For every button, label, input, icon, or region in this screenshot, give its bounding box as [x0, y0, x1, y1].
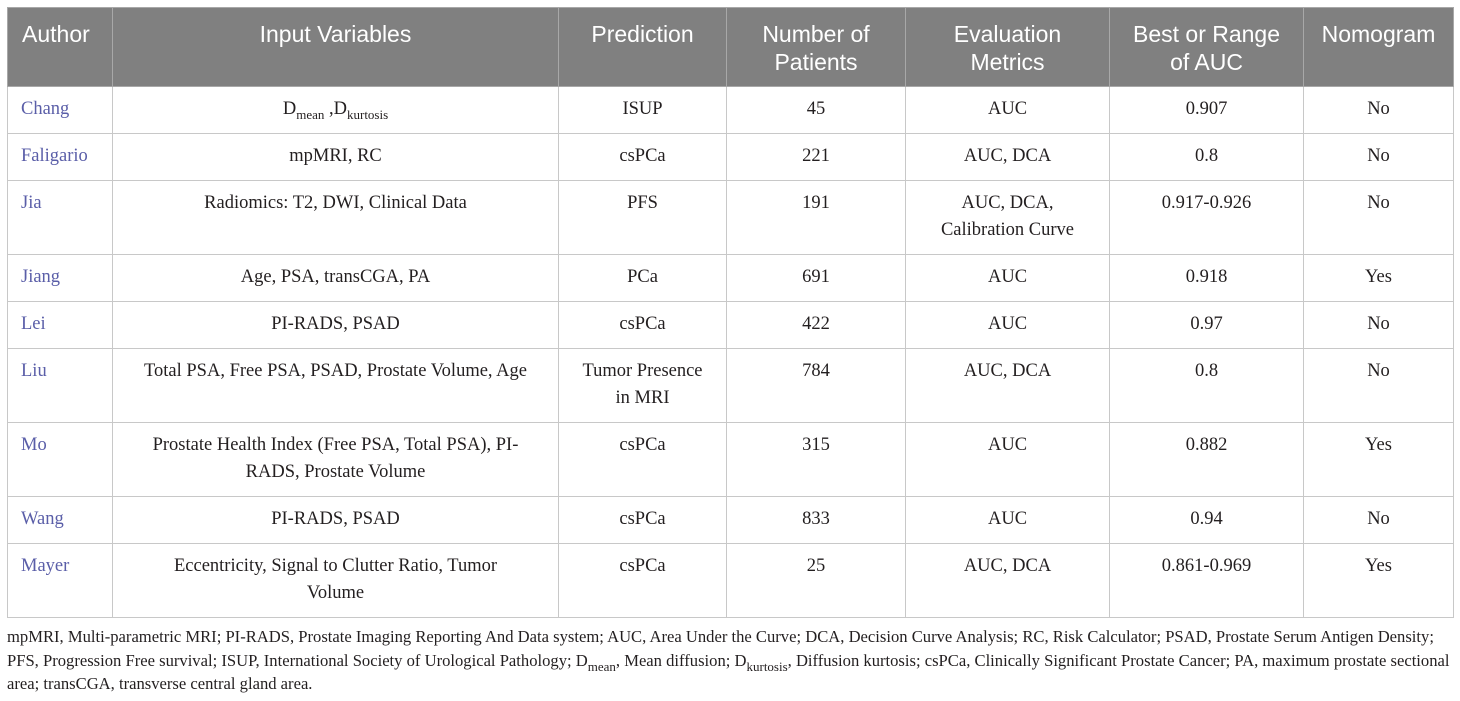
prediction-cell: csPCa: [558, 133, 727, 181]
auc-cell: 0.97: [1109, 301, 1304, 349]
table-row: Liu Total PSA, Free PSA, PSAD, Prostate …: [7, 348, 1454, 423]
patients-cell: 45: [726, 86, 906, 134]
nomogram-cell: Yes: [1303, 543, 1454, 618]
header-auc: Best or Range of AUC: [1109, 7, 1304, 87]
footnote-text-1: mpMRI, Multi-parametric MRI; PI-RADS, Pr…: [7, 627, 1434, 670]
nomogram-cell: No: [1303, 301, 1454, 349]
input-variables-cell: Eccentricity, Signal to Clutter Ratio, T…: [112, 543, 559, 618]
nomogram-cell: No: [1303, 133, 1454, 181]
nomogram-cell: No: [1303, 86, 1454, 134]
header-evaluation-metrics: Evaluation Metrics: [905, 7, 1110, 87]
table-body: Chang Dmean ,Dkurtosis ISUP 45 AUC 0.907…: [7, 86, 1454, 618]
author-cell[interactable]: Mayer: [7, 543, 113, 618]
nomogram-cell: No: [1303, 180, 1454, 255]
prediction-cell: csPCa: [558, 301, 727, 349]
prediction-cell: Tumor Presence in MRI: [558, 348, 727, 423]
table-footnote: mpMRI, Multi-parametric MRI; PI-RADS, Pr…: [7, 625, 1455, 696]
table-row: Mo Prostate Health Index (Free PSA, Tota…: [7, 422, 1454, 497]
input-variables-cell: Radiomics: T2, DWI, Clinical Data: [112, 180, 559, 255]
header-patients-line-1: Number of: [762, 21, 870, 47]
header-metrics-line-2: Metrics: [970, 49, 1045, 75]
prediction-cell: PFS: [558, 180, 727, 255]
patients-cell: 221: [726, 133, 906, 181]
auc-cell: 0.882: [1109, 422, 1304, 497]
metrics-cell: AUC: [905, 496, 1110, 544]
patients-cell: 784: [726, 348, 906, 423]
patients-cell: 833: [726, 496, 906, 544]
nomogram-cell: No: [1303, 496, 1454, 544]
footnote-text-2: , Mean diffusion; D: [615, 650, 747, 670]
author-cell[interactable]: Jia: [7, 180, 113, 255]
nomogram-cell: No: [1303, 348, 1454, 423]
nomogram-cell: Yes: [1303, 254, 1454, 302]
author-cell[interactable]: Jiang: [7, 254, 113, 302]
table-row: Chang Dmean ,Dkurtosis ISUP 45 AUC 0.907…: [7, 86, 1454, 134]
footnote-text-3: , Diffusion kurtosis; csPCa, Clinically …: [7, 650, 1450, 694]
footnote-sub-mean: mean: [587, 658, 616, 674]
author-cell[interactable]: Chang: [7, 86, 113, 134]
header-author: Author: [7, 7, 113, 87]
input-separator: ,: [324, 99, 334, 119]
table-row: Jiang Age, PSA, transCGA, PA PCa 691 AUC…: [7, 254, 1454, 302]
metrics-cell: AUC, DCA: [905, 543, 1110, 618]
patients-cell: 315: [726, 422, 906, 497]
table-header: Author Input Variables Prediction Number…: [7, 7, 1454, 87]
patients-cell: 691: [726, 254, 906, 302]
metrics-cell: AUC: [905, 254, 1110, 302]
header-input-variables: Input Variables: [112, 7, 559, 87]
auc-cell: 0.8: [1109, 348, 1304, 423]
prediction-cell: csPCa: [558, 422, 727, 497]
patients-cell: 191: [726, 180, 906, 255]
table-row: Jia Radiomics: T2, DWI, Clinical Data PF…: [7, 180, 1454, 255]
auc-cell: 0.94: [1109, 496, 1304, 544]
table-row: Mayer Eccentricity, Signal to Clutter Ra…: [7, 543, 1454, 618]
prediction-cell: csPCa: [558, 496, 727, 544]
auc-cell: 0.907: [1109, 86, 1304, 134]
author-cell[interactable]: Liu: [7, 348, 113, 423]
auc-cell: 0.8: [1109, 133, 1304, 181]
input-variables-cell: Total PSA, Free PSA, PSAD, Prostate Volu…: [112, 348, 559, 423]
prediction-cell: ISUP: [558, 86, 727, 134]
auc-cell: 0.861-0.969: [1109, 543, 1304, 618]
metrics-cell: AUC: [905, 301, 1110, 349]
table-row: Faligario mpMRI, RC csPCa 221 AUC, DCA 0…: [7, 133, 1454, 181]
patients-cell: 422: [726, 301, 906, 349]
auc-cell: 0.917-0.926: [1109, 180, 1304, 255]
header-metrics-line-1: Evaluation: [953, 21, 1062, 47]
comparison-table: Author Input Variables Prediction Number…: [7, 7, 1454, 618]
input-variables-cell: Age, PSA, transCGA, PA: [112, 254, 559, 302]
author-cell[interactable]: Mo: [7, 422, 113, 497]
input-d-kurtosis: Dkurtosis: [333, 99, 389, 122]
metrics-cell: AUC: [905, 422, 1110, 497]
input-d-mean: Dmean: [282, 99, 325, 122]
author-cell[interactable]: Lei: [7, 301, 113, 349]
header-nomogram: Nomogram: [1303, 7, 1454, 87]
metrics-cell: AUC: [905, 86, 1110, 134]
input-variables-cell: PI-RADS, PSAD: [112, 301, 559, 349]
table-row: Lei PI-RADS, PSAD csPCa 422 AUC 0.97 No: [7, 301, 1454, 349]
input-variables-cell: Prostate Health Index (Free PSA, Total P…: [112, 422, 559, 497]
header-number-of-patients: Number of Patients: [726, 7, 906, 87]
header-prediction: Prediction: [558, 7, 727, 87]
header-auc-line-1: Best or Range: [1132, 21, 1281, 47]
header-row: Author Input Variables Prediction Number…: [7, 7, 1454, 87]
metrics-cell: AUC, DCA: [905, 348, 1110, 423]
input-variables-cell: Dmean ,Dkurtosis: [112, 86, 559, 134]
input-variables-cell: mpMRI, RC: [112, 133, 559, 181]
metrics-cell: AUC, DCA, Calibration Curve: [905, 180, 1110, 255]
prediction-cell: PCa: [558, 254, 727, 302]
header-auc-line-2: of AUC: [1170, 49, 1243, 75]
prediction-cell: csPCa: [558, 543, 727, 618]
header-patients-line-2: Patients: [774, 49, 858, 75]
author-cell[interactable]: Wang: [7, 496, 113, 544]
patients-cell: 25: [726, 543, 906, 618]
input-variables-cell: PI-RADS, PSAD: [112, 496, 559, 544]
auc-cell: 0.918: [1109, 254, 1304, 302]
author-cell[interactable]: Faligario: [7, 133, 113, 181]
table-row: Wang PI-RADS, PSAD csPCa 833 AUC 0.94 No: [7, 496, 1454, 544]
metrics-cell: AUC, DCA: [905, 133, 1110, 181]
footnote-sub-kurtosis: kurtosis: [746, 658, 788, 674]
nomogram-cell: Yes: [1303, 422, 1454, 497]
